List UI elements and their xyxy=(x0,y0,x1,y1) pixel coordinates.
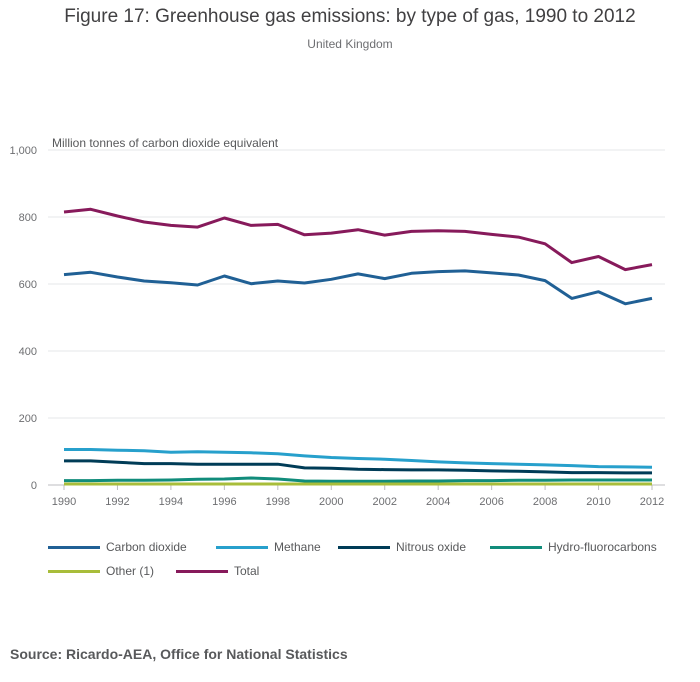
y-axis-ticks: 0 200 400 600 800 1,000 xyxy=(9,145,37,492)
x-tick-label: 2006 xyxy=(479,496,503,508)
legend-swatch xyxy=(176,569,228,573)
x-tick-label: 1990 xyxy=(52,496,76,508)
source-note: Source: Ricardo-AEA, Office for National… xyxy=(10,646,348,662)
x-axis-ticks: 1990 1992 1994 1996 1998 2000 2002 2004 2006 2008… xyxy=(52,485,664,508)
legend-label: Hydro-fluorocarbons xyxy=(548,540,657,554)
series-line-hydro-fluorocarbons[interactable] xyxy=(64,476,652,483)
legend-label: Other (1) xyxy=(106,564,155,578)
x-tick-label: 1992 xyxy=(105,496,129,508)
legend-item[interactable]: Carbon dioxide xyxy=(48,540,187,554)
x-tick-label: 1996 xyxy=(212,496,236,508)
series-line-methane[interactable] xyxy=(64,448,653,469)
legend-swatch xyxy=(48,545,100,549)
series-line-total[interactable] xyxy=(63,207,653,272)
y-tick-label: 200 xyxy=(19,413,37,425)
series-line-carbon-dioxide[interactable] xyxy=(63,269,653,306)
legend-swatch xyxy=(216,545,268,549)
series-lines xyxy=(63,207,653,486)
legend-swatch xyxy=(338,545,390,549)
legend-label: Total xyxy=(234,564,260,578)
legend-item[interactable]: Total xyxy=(176,564,259,578)
legend-item[interactable]: Hydro-fluorocarbons xyxy=(490,540,657,554)
series-line-nitrous-oxide[interactable] xyxy=(64,459,652,475)
y-tick-label: 400 xyxy=(19,346,37,358)
legend-label: Carbon dioxide xyxy=(106,540,187,554)
legend-item[interactable]: Other (1) xyxy=(48,564,154,578)
y-tick-label: 600 xyxy=(19,279,37,291)
gridlines xyxy=(48,149,665,486)
x-tick-label: 2012 xyxy=(640,496,664,508)
legend-label: Nitrous oxide xyxy=(396,540,467,554)
chart-subtitle: United Kingdom xyxy=(307,37,393,51)
x-tick-label: 2004 xyxy=(426,496,450,508)
legend-swatch xyxy=(490,545,542,549)
x-tick-label: 2000 xyxy=(319,496,343,508)
x-tick-label: 1994 xyxy=(159,496,183,508)
chart-title: Figure 17: Greenhouse gas emissions: by … xyxy=(64,6,636,27)
x-tick-label: 2008 xyxy=(533,496,557,508)
x-tick-label: 2002 xyxy=(372,496,396,508)
x-tick-label: 2010 xyxy=(586,496,610,508)
legend-label: Methane xyxy=(274,540,321,554)
y-axis-label: Million tonnes of carbon dioxide equival… xyxy=(52,136,279,150)
legend-swatch xyxy=(48,569,100,573)
y-tick-label: 1,000 xyxy=(9,145,37,157)
x-tick-label: 1998 xyxy=(266,496,290,508)
y-tick-label: 0 xyxy=(31,480,37,492)
y-tick-label: 800 xyxy=(19,212,37,224)
line-chart: 0 200 400 600 800 1,000 1990 1992 1994 1996 1998 2… xyxy=(9,136,665,508)
legend-item[interactable]: Nitrous oxide xyxy=(338,540,466,554)
legend-item[interactable]: Methane xyxy=(216,540,321,554)
